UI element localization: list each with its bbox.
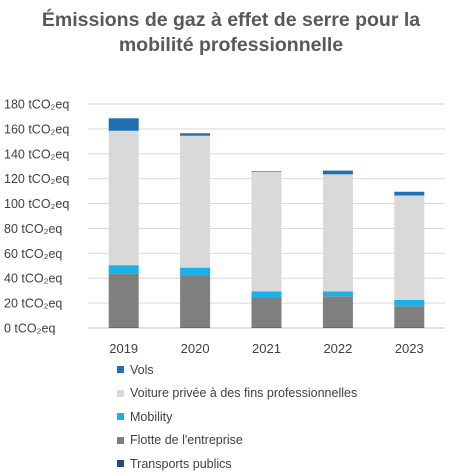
y-tick-label: 120 tCO₂eq: [4, 172, 69, 186]
y-tick-label: 140 tCO₂eq: [4, 147, 69, 161]
legend-swatch: [117, 413, 124, 421]
bar-segment: [180, 275, 211, 328]
legend-item: Vols: [117, 358, 357, 382]
bar-segment: [108, 273, 139, 328]
y-tick-label: 0 tCO₂eq: [4, 322, 55, 336]
legend-swatch: [117, 436, 124, 444]
bar-segment: [180, 327, 211, 328]
legend-swatch: [117, 460, 124, 468]
y-tick-label: 100 tCO₂eq: [4, 197, 69, 211]
legend-item: Flotte de l'entreprise: [117, 429, 357, 453]
chart-legend: Vols Voiture privée à des fins profession…: [117, 358, 357, 476]
legend-item: Voiture privée à des fins professionnell…: [117, 382, 357, 406]
y-tick-label: 80 tCO₂eq: [4, 222, 62, 236]
stacked-bar-chart: 0 tCO₂eq 20 tCO₂eq 40 tCO₂eq 60 tCO₂eq 80 tC…: [4, 98, 445, 356]
chart-title-line-1: Émissions de gaz à effet de serre pour l…: [41, 9, 421, 31]
bar-segment: [394, 300, 425, 307]
bar-segment: [251, 291, 282, 298]
bar-segment: [180, 133, 211, 136]
bar-segment: [251, 297, 282, 328]
legend-swatch: [117, 389, 124, 397]
legend-label: Voiture privée à des fins professionnell…: [130, 386, 358, 401]
chart-title-line-2: mobilité professionnelle: [118, 34, 344, 56]
bar-segment: [251, 171, 282, 172]
x-tick-label: 2022: [323, 341, 352, 356]
bar-segment: [322, 174, 353, 292]
bar-segment: [108, 327, 139, 328]
chart-title: Émissions de gaz à effet de serre pour l…: [0, 8, 462, 58]
bar-segment: [394, 195, 425, 300]
y-tick-label: 160 tCO₂eq: [4, 122, 69, 136]
bar-segment: [108, 130, 139, 266]
legend-item: Transports publics: [117, 452, 357, 476]
bar-segment: [251, 171, 282, 292]
y-tick-label: 60 tCO₂eq: [4, 247, 62, 261]
bar-segment: [322, 170, 353, 175]
legend-label: Flotte de l'entreprise: [130, 433, 243, 448]
y-tick-label: 180 tCO₂eq: [4, 98, 69, 112]
legend-label: Vols: [130, 362, 154, 377]
bar-segment: [180, 135, 211, 268]
legend-item: Mobility: [117, 405, 357, 429]
bar-segment: [108, 265, 139, 274]
x-tick-label: 2023: [395, 341, 424, 356]
bar-segment: [108, 118, 139, 131]
bar-segment: [322, 327, 353, 328]
bar-segment: [322, 296, 353, 328]
legend-label: Mobility: [130, 409, 173, 424]
legend-swatch: [117, 366, 124, 374]
y-tick-label: 20 tCO₂eq: [4, 297, 62, 311]
bar-segment: [394, 327, 425, 328]
x-tick-label: 2020: [181, 341, 210, 356]
bar-segment: [180, 267, 211, 276]
y-tick-label: 40 tCO₂eq: [4, 272, 62, 286]
x-tick-label: 2019: [109, 341, 138, 356]
x-tick-label: 2021: [252, 341, 281, 356]
bar-segment: [394, 306, 425, 328]
bar-segment: [251, 327, 282, 328]
bar-segment: [394, 191, 425, 196]
bar-segment: [322, 291, 353, 297]
legend-label: Transports publics: [130, 456, 232, 471]
